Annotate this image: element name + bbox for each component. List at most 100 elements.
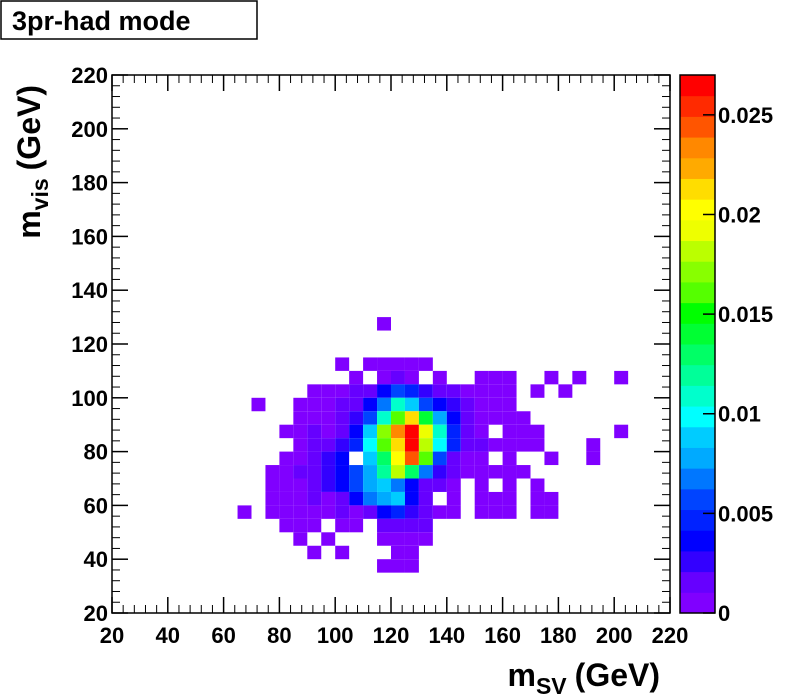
heat-cell [293, 505, 308, 519]
heat-cell [335, 397, 350, 412]
heat-cell [418, 438, 433, 452]
heat-cell [377, 424, 391, 439]
heat-cell [391, 384, 405, 398]
heat-cell [516, 411, 531, 425]
y-tick-label: 80 [84, 440, 108, 465]
heat-cell [349, 424, 364, 439]
heat-cell [502, 491, 517, 506]
heat-cell [391, 424, 405, 439]
heat-cell [516, 465, 531, 479]
heat-cell [418, 518, 433, 533]
heat-cell [363, 505, 378, 519]
heat-cell [307, 411, 322, 425]
heat-cell [418, 451, 433, 466]
heat-cell [502, 397, 517, 412]
heat-cell [391, 545, 405, 560]
heat-cell [586, 451, 601, 466]
heat-cell [544, 451, 559, 466]
heat-cell [558, 384, 573, 398]
colorbar-band [680, 281, 715, 304]
x-tick-label: 40 [156, 623, 180, 648]
heat-cell [502, 411, 517, 425]
heat-cell [404, 370, 419, 385]
colorbar-band [680, 323, 715, 345]
heat-cell [432, 505, 447, 519]
y-tick-label: 60 [84, 493, 108, 518]
heat-cell [321, 424, 336, 439]
heat-cell [502, 384, 517, 398]
heat-cell [307, 505, 322, 519]
x-tick-label: 220 [652, 623, 689, 648]
heat-cell [363, 411, 378, 425]
colorbar-tick-label: 0.015 [718, 302, 773, 327]
heat-cell [363, 478, 378, 492]
colorbar-band [680, 219, 715, 242]
heat-cell [418, 478, 433, 492]
heat-cell [418, 424, 433, 439]
heat-cell [237, 505, 252, 519]
heat-cell [502, 478, 517, 492]
heat-cell [307, 438, 322, 452]
heat-cell [391, 438, 405, 452]
heat-cell [446, 491, 461, 506]
colorbar-band [680, 406, 715, 428]
heat-cell [335, 384, 350, 398]
heat-cell [349, 465, 364, 479]
y-tick-label: 100 [71, 386, 108, 411]
heat-cell [349, 518, 364, 533]
heat-cell [335, 451, 350, 466]
y-label-unit: (GeV) [11, 85, 47, 170]
heat-cell [279, 491, 294, 506]
heat-cell [265, 491, 280, 506]
colorbar-band [680, 178, 715, 200]
heat-cell [377, 411, 391, 425]
heat-cell [377, 370, 391, 385]
colorbar-tick-label: 0.02 [718, 202, 761, 227]
heat-cell [488, 505, 503, 519]
heat-cell [404, 532, 419, 546]
heat-cell [321, 438, 336, 452]
heat-cell [474, 478, 489, 492]
heat-cell [321, 451, 336, 466]
heat-cell [460, 411, 475, 425]
heat-cell [307, 465, 322, 479]
heat-cell [335, 478, 350, 492]
heat-cell [446, 397, 461, 412]
heat-cell [335, 357, 350, 371]
heat-cell [488, 465, 503, 479]
heat-cell [377, 451, 391, 466]
heat-cell [418, 357, 433, 371]
heat-cell [404, 397, 419, 412]
heat-cell [474, 411, 489, 425]
heat-cell [391, 397, 405, 412]
heat-cell [377, 317, 391, 331]
colorbar-band [680, 364, 715, 386]
y-tick-label: 40 [84, 547, 108, 572]
x-label-unit: (GeV) [575, 657, 660, 693]
heat-cell [404, 465, 419, 479]
title-box [0, 0, 258, 40]
heat-cell [391, 559, 405, 573]
heat-cell [391, 505, 405, 519]
heat-cell [474, 438, 489, 452]
heat-cell [293, 438, 308, 452]
colorbar-band [680, 385, 715, 407]
heat-cell [488, 370, 503, 385]
heat-cell [321, 532, 336, 546]
heat-cell [377, 438, 391, 452]
heat-cell [321, 505, 336, 519]
heat-cell [474, 424, 489, 439]
x-tick-label: 80 [267, 623, 291, 648]
y-axis-label: mvis (GeV) [11, 85, 53, 239]
heat-cell [488, 397, 503, 412]
heat-cell [363, 424, 378, 439]
heat-cell [377, 465, 391, 479]
heat-cell [474, 451, 489, 466]
heat-cell [349, 370, 364, 385]
heat-cell [474, 491, 489, 506]
heat-cell [335, 545, 350, 560]
y-tick-label: 20 [84, 601, 108, 626]
colorbar-band [680, 95, 715, 117]
heat-cell [446, 465, 461, 479]
heat-cell [404, 505, 419, 519]
